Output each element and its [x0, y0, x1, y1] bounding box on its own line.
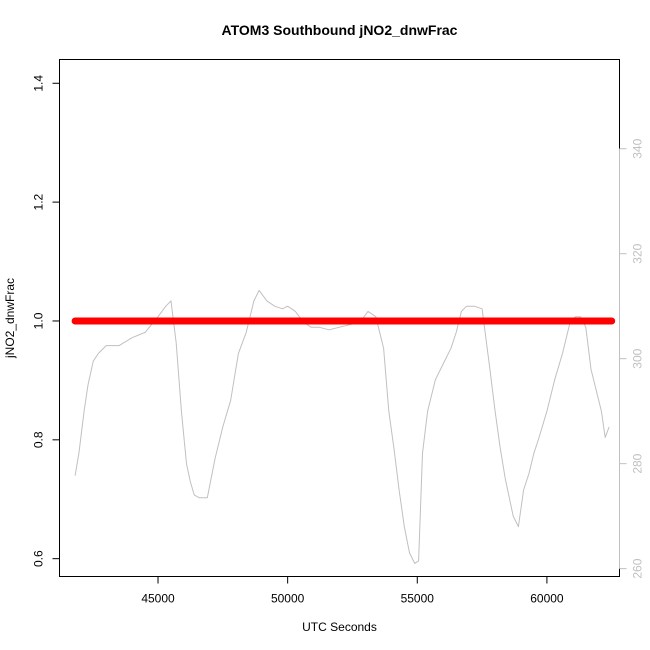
- y-axis-right: 260 280 300 320 340: [619, 138, 645, 579]
- x-tick-label: 55000: [401, 592, 435, 606]
- y2-tick-label: 280: [631, 453, 645, 473]
- y2-tick-label: 320: [631, 243, 645, 263]
- y2-tick-label: 260: [631, 558, 645, 578]
- x-tick-label: 50000: [271, 592, 305, 606]
- y-tick-label: 0.8: [32, 431, 46, 448]
- y2-tick-label: 300: [631, 348, 645, 368]
- y-axis-label: jNO2_dnwFrac: [3, 278, 17, 359]
- chart-title: ATOM3 Southbound jNO2_dnwFrac: [222, 22, 458, 38]
- series-line-right: [74, 289, 610, 564]
- y-tick-label: 1.4: [32, 75, 46, 92]
- y-tick-label: 1.0: [32, 312, 46, 329]
- y2-tick-label: 340: [631, 138, 645, 158]
- x-tick-label: 45000: [141, 592, 175, 606]
- x-axis-label: UTC Seconds: [302, 620, 377, 634]
- y-axis-left: 0.6 0.8 1.0 1.2 1.4: [32, 75, 60, 567]
- series-layer: [71, 289, 616, 564]
- y-tick-label: 1.2: [32, 193, 46, 210]
- y-tick-label: 0.6: [32, 550, 46, 567]
- x-tick-label: 60000: [530, 592, 564, 606]
- x-axis: 45000 50000 55000 60000: [141, 576, 564, 606]
